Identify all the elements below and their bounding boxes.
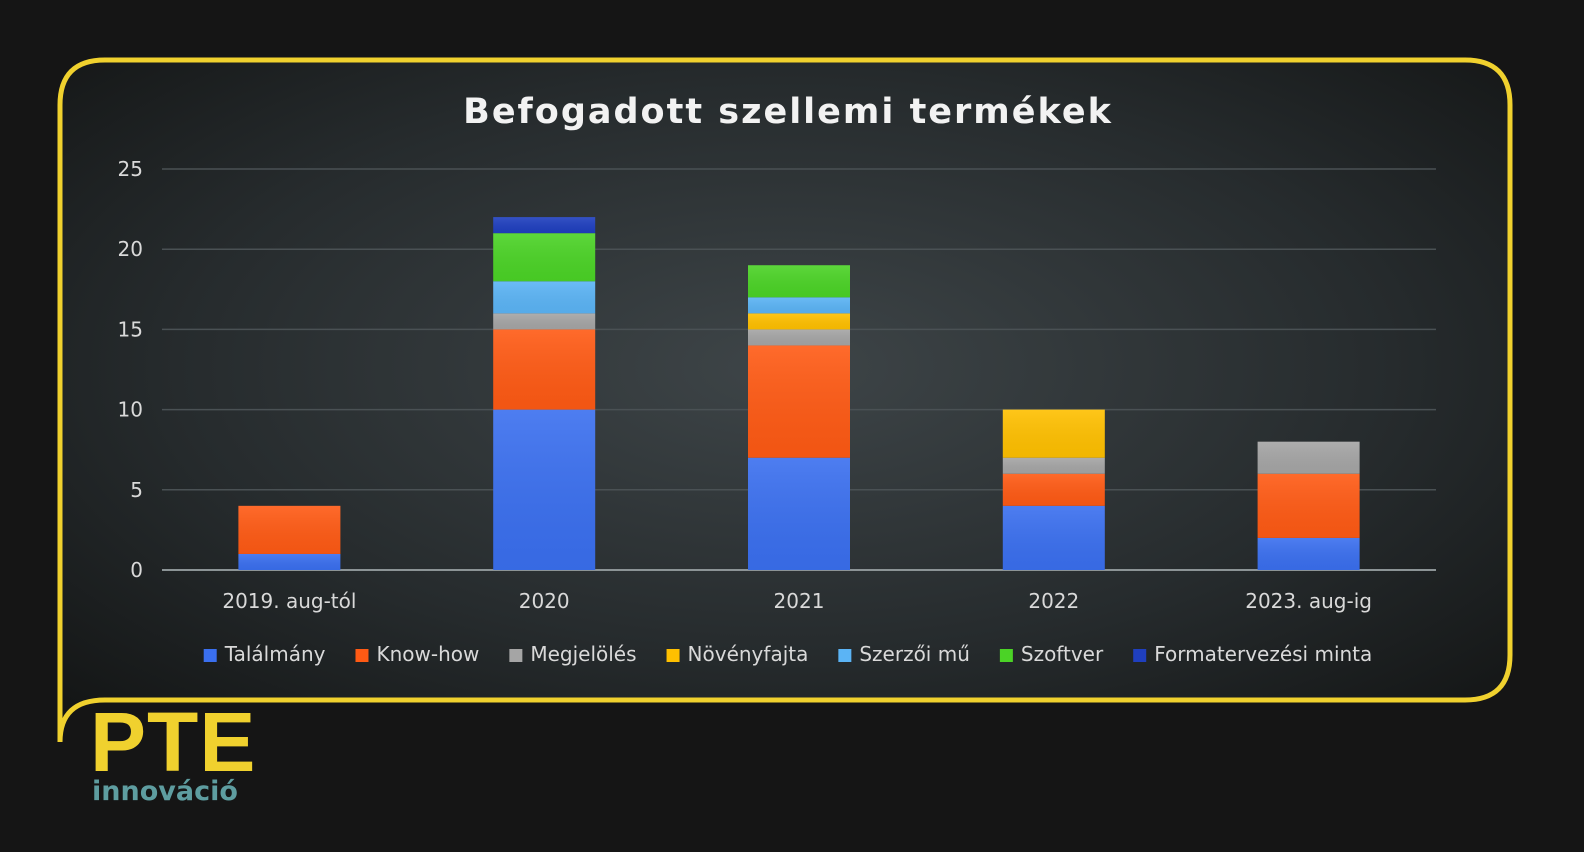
bar-segment-shade xyxy=(748,345,850,458)
bar-segment-shade xyxy=(238,553,341,570)
y-tick-label: 20 xyxy=(118,237,143,261)
legend-label: Formatervezési minta xyxy=(1154,642,1372,666)
bar-segment-shade xyxy=(1002,457,1105,474)
bar-segment-shade xyxy=(493,409,596,570)
bar-segment-shade xyxy=(748,457,850,570)
bars xyxy=(238,217,1360,570)
bar-segment-shade xyxy=(748,265,850,298)
x-tick-label: 2021 xyxy=(774,589,825,613)
legend-label: Találmány xyxy=(224,642,326,666)
legend-label: Know-how xyxy=(376,642,479,666)
logo-innovacio: innováció xyxy=(92,776,238,807)
legend-swatch xyxy=(666,649,680,662)
legend: Találmány Know-how Megjelölés Növényfajta Sz… xyxy=(203,642,1372,666)
bar-segment-shade xyxy=(493,217,596,234)
bar-segment-shade xyxy=(1257,537,1360,570)
y-tick-label: 0 xyxy=(130,558,143,582)
bar-segment-shade xyxy=(748,329,850,346)
bar-segment-shade xyxy=(493,329,596,410)
bar-segment-shade xyxy=(1002,473,1105,506)
bar-segment-shade xyxy=(1257,473,1360,538)
legend-swatch xyxy=(355,649,369,662)
bar-segment-shade xyxy=(1002,505,1105,570)
x-tick-label: 2020 xyxy=(519,589,570,613)
bar-segment-shade xyxy=(1257,441,1360,474)
bar-segment-shade xyxy=(1002,409,1105,458)
logo-pte: PTE xyxy=(90,695,257,789)
legend-swatch xyxy=(509,649,523,662)
y-tick-label: 25 xyxy=(118,157,143,181)
y-tick-label: 10 xyxy=(118,398,143,422)
bar-segment-shade xyxy=(748,313,850,330)
y-tick-label: 15 xyxy=(118,317,143,341)
legend-label: Növényfajta xyxy=(688,642,809,666)
x-axis-ticks: 2019. aug-tól 2020 2021 2022 2023. aug-ig xyxy=(222,589,1372,613)
bar-segment-shade xyxy=(493,233,596,282)
x-tick-label: 2023. aug-ig xyxy=(1245,589,1372,613)
x-tick-label: 2019. aug-tól xyxy=(222,589,356,613)
legend-label: Megjelölés xyxy=(530,642,636,666)
legend-swatch xyxy=(999,649,1013,662)
legend-label: Szerzői mű xyxy=(859,642,970,666)
legend-label: Szoftver xyxy=(1021,642,1104,666)
bar-segment-shade xyxy=(748,297,850,314)
legend-swatch xyxy=(1133,649,1147,662)
legend-swatch xyxy=(838,649,852,662)
bar-segment-shade xyxy=(493,281,596,314)
bar-segment-shade xyxy=(238,505,341,554)
legend-swatch xyxy=(203,649,217,662)
y-axis-ticks: 0 5 10 15 20 25 xyxy=(118,157,143,582)
x-tick-label: 2022 xyxy=(1028,589,1079,613)
chart-title: Befogadott szellemi termékek xyxy=(463,92,1113,132)
bar-segment-shade xyxy=(493,313,596,330)
y-tick-label: 5 xyxy=(130,478,143,502)
